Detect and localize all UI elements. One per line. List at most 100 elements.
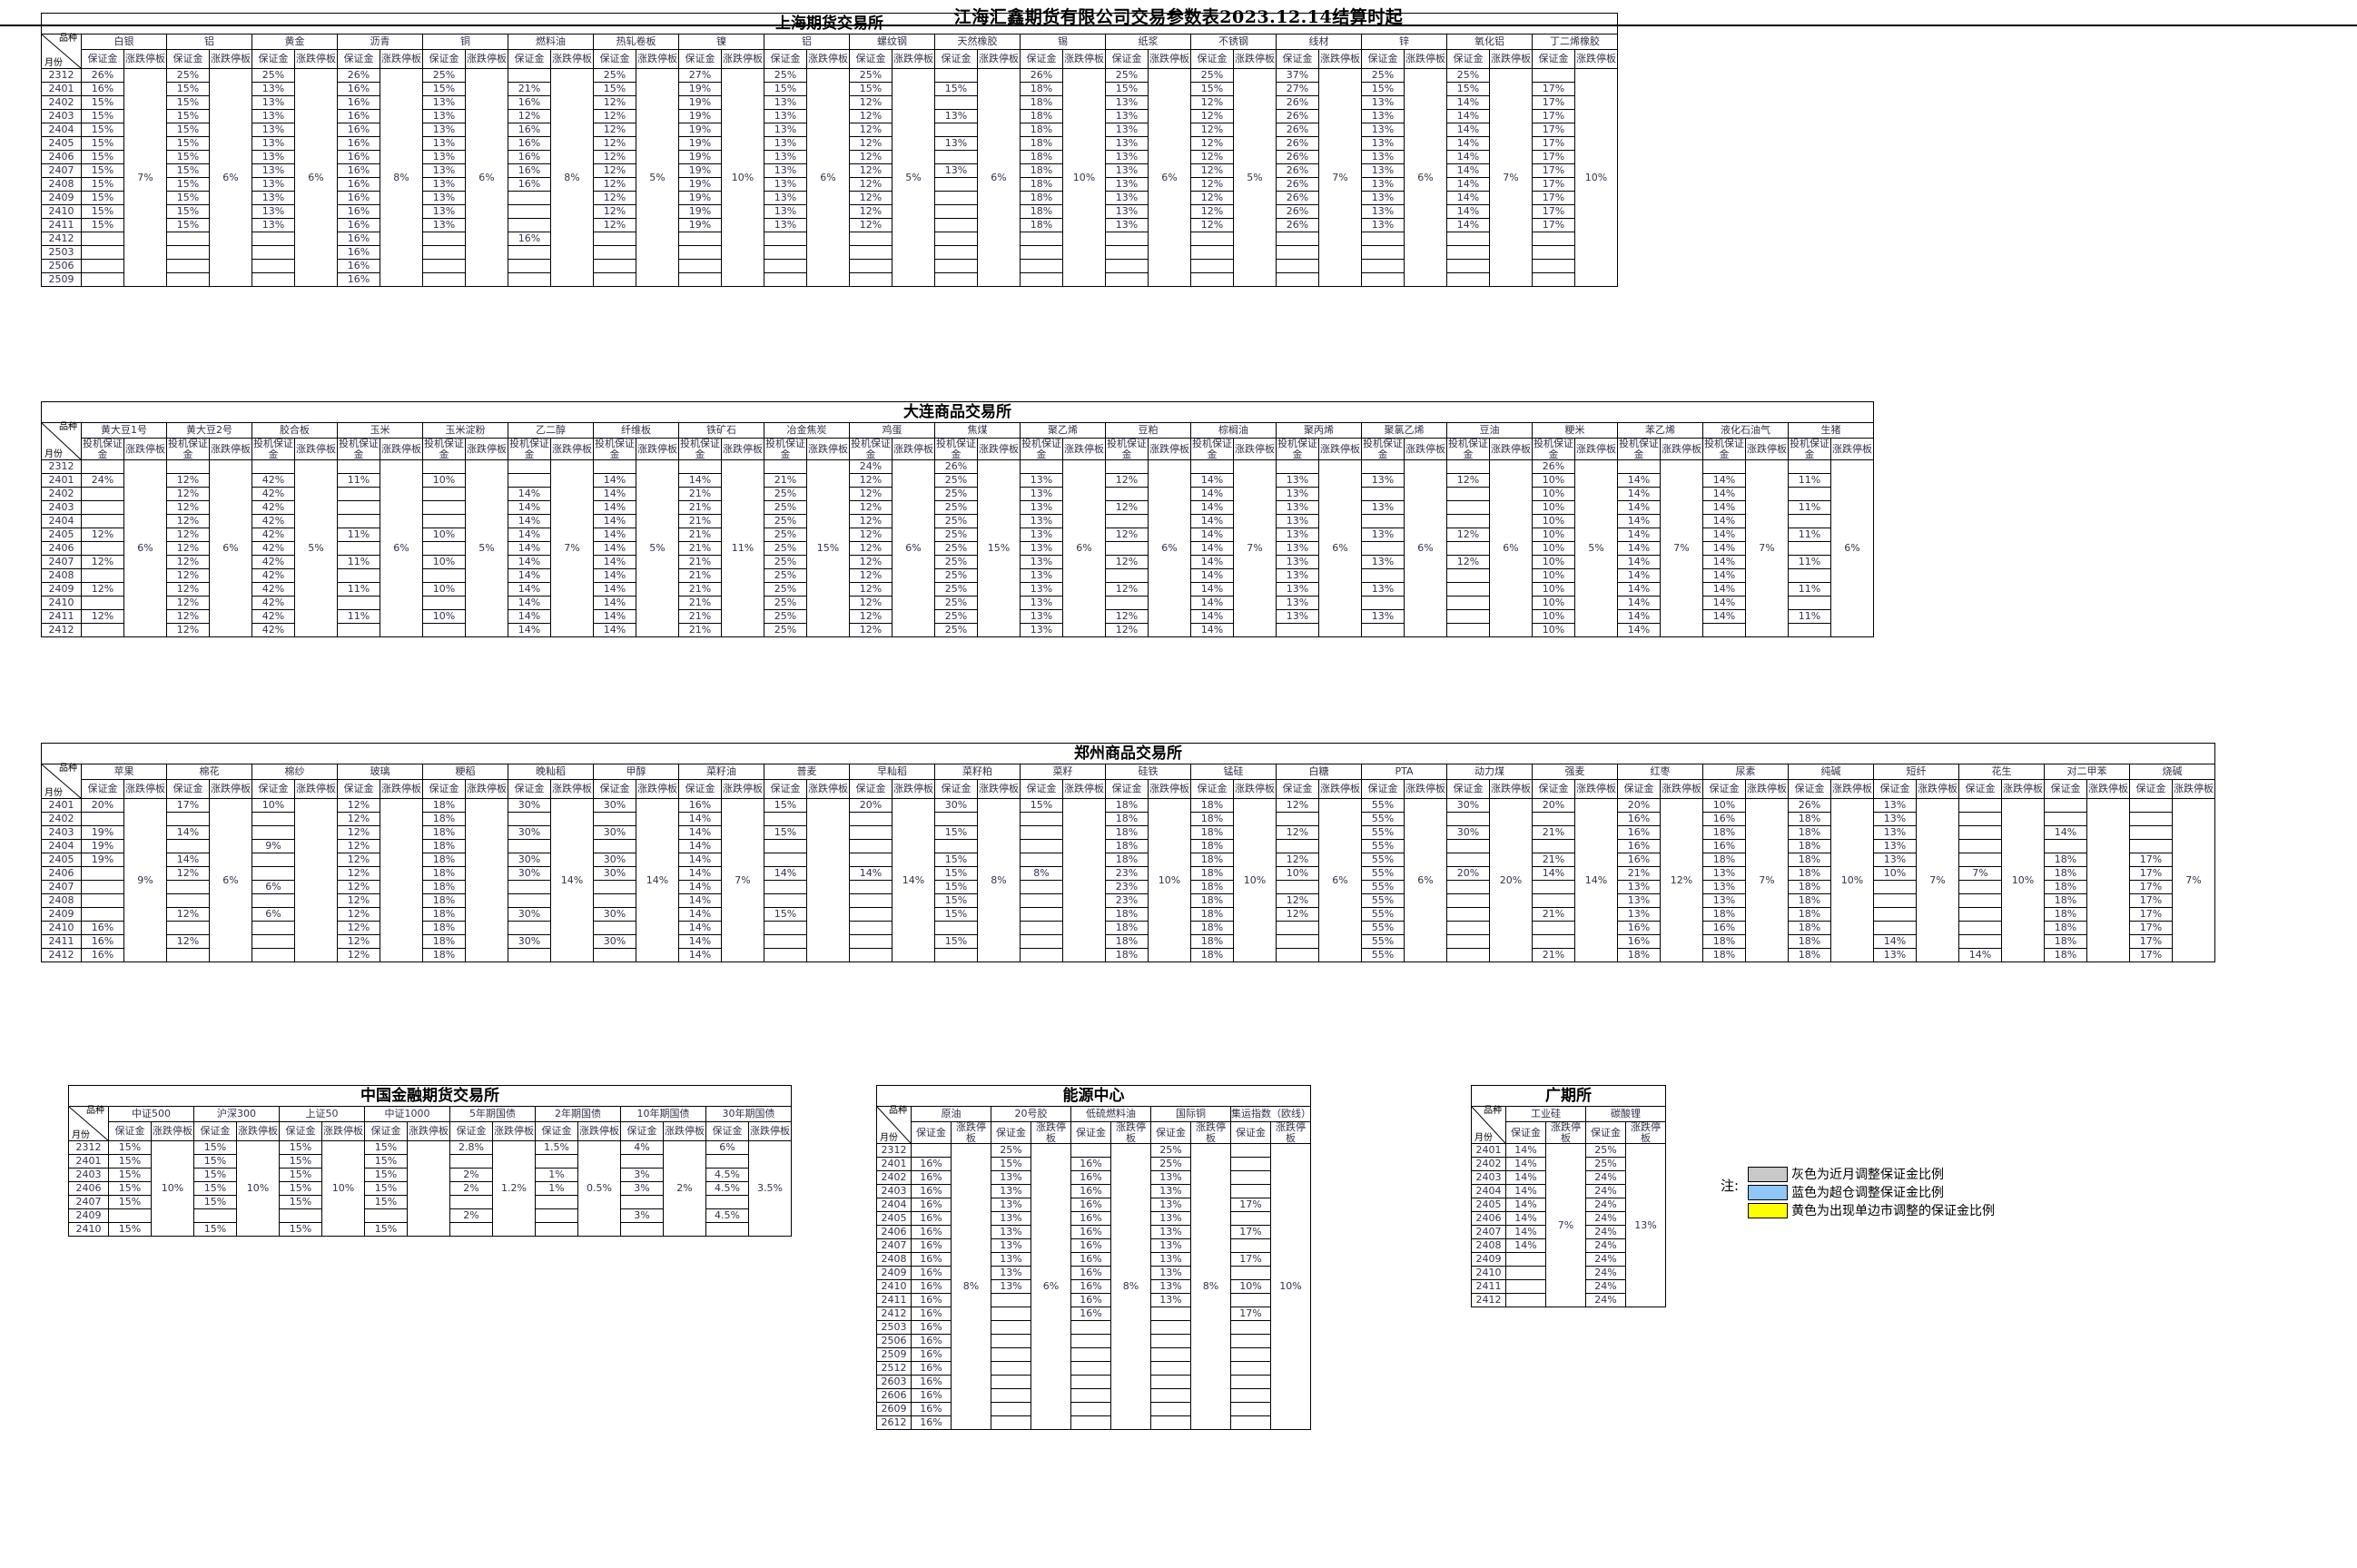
margin-cell: 19% — [678, 177, 722, 192]
month-cell: 2409 — [68, 1208, 109, 1223]
margin-cell: 13% — [422, 109, 466, 123]
margin-cell — [2129, 839, 2173, 853]
margin-cell — [1788, 596, 1831, 611]
limit-subheader: 涨跌停板 — [550, 49, 594, 69]
product-header: 普麦 — [764, 764, 850, 780]
margin-cell: 20% — [1446, 866, 1490, 881]
limit-cell: 7% — [1745, 798, 1789, 962]
limit-cell: 7% — [1233, 459, 1277, 638]
limit-cell: 10% — [1574, 68, 1618, 287]
limit-cell: 6% — [209, 798, 252, 962]
margin-cell: 14% — [1446, 150, 1490, 164]
margin-cell: 25% — [764, 487, 807, 502]
month-cell: 2403 — [68, 1168, 109, 1182]
margin-cell: 1.5% — [535, 1140, 578, 1155]
margin-subheader: 保证金 — [449, 1121, 493, 1141]
month-cell: 2401 — [41, 82, 82, 96]
legend-swatch — [1748, 1184, 1789, 1200]
limit-cell: 7% — [1318, 68, 1362, 287]
section-cffex: 中国金融期货交易所 品种 月份 中证500 沪深300 上证50 中证1000 5年期国债 2… — [68, 1085, 792, 1237]
table-row: 2506 16% — [41, 259, 1618, 273]
margin-cell: 14% — [1190, 487, 1234, 502]
margin-cell — [1020, 839, 1063, 853]
margin-cell: 12% — [1446, 528, 1490, 543]
margin-cell: 18% — [1788, 880, 1831, 894]
margin-cell: 15% — [108, 1195, 152, 1209]
month-cell: 2411 — [876, 1293, 912, 1308]
margin-cell: 13% — [1276, 596, 1319, 611]
margin-cell — [705, 1154, 749, 1169]
margin-cell: 13% — [991, 1266, 1031, 1281]
limit-subheader: 涨跌停板 — [380, 779, 423, 799]
margin-cell: 13% — [1361, 582, 1405, 597]
margin-cell: 25% — [934, 582, 978, 597]
margin-cell: 21% — [678, 568, 722, 584]
margin-cell — [1276, 934, 1319, 949]
margin-subheader: 保证金 — [593, 49, 636, 69]
margin-cell: 30% — [508, 853, 551, 867]
legend-text: 蓝色为超仓调整保证金比例 — [1791, 1186, 1945, 1200]
margin-cell: 16% — [337, 123, 380, 137]
margin-subheader: 保证金 — [1958, 779, 2002, 799]
margin-cell: 13% — [251, 163, 295, 178]
product-header: 镍 — [678, 34, 764, 50]
margin-cell: 14% — [1505, 1184, 1546, 1199]
margin-cell: 17% — [1532, 123, 1575, 137]
margin-cell — [508, 921, 551, 935]
margin-subheader: 保证金 — [1505, 1120, 1546, 1145]
month-cell: 2407 — [68, 1195, 109, 1209]
margin-cell: 15% — [279, 1168, 322, 1182]
limit-subheader: 涨跌停板 — [321, 1121, 365, 1141]
limit-cell: 10% — [2001, 798, 2045, 962]
table-row: 2402 16% 13% 16% 13% — [876, 1170, 1311, 1186]
margin-cell: 14% — [166, 825, 210, 840]
margin-cell: 18% — [1020, 163, 1063, 178]
margin-cell: 30% — [1446, 798, 1490, 813]
margin-cell: 18% — [1105, 798, 1149, 813]
limit-subheader: 涨跌停板 — [294, 779, 338, 799]
margin-cell — [1446, 596, 1490, 611]
margin-cell: 25% — [1361, 68, 1405, 83]
margin-subheader: 投机保证金 — [1702, 437, 1746, 461]
margin-cell: 16% — [911, 1320, 952, 1336]
margin-cell: 42% — [251, 528, 295, 543]
margin-cell: 24% — [1585, 1238, 1626, 1254]
product-header: 聚乙烯 — [1020, 422, 1106, 439]
margin-cell — [593, 893, 636, 908]
margin-cell: 13% — [1276, 568, 1319, 584]
margin-cell: 15% — [108, 1222, 152, 1237]
product-header: 花生 — [1958, 764, 2045, 780]
margin-cell: 14% — [1532, 866, 1575, 881]
margin-cell: 10% — [1532, 541, 1575, 557]
limit-subheader: 涨跌停板 — [1625, 1120, 1666, 1145]
product-header: 红枣 — [1617, 764, 1703, 780]
margin-cell: 16% — [1617, 812, 1661, 826]
limit-cell: 6% — [1489, 459, 1533, 638]
margin-subheader: 保证金 — [1702, 779, 1746, 799]
margin-cell — [1958, 893, 2002, 908]
limit-cell: 5% — [892, 68, 935, 287]
product-header: 10年期国债 — [620, 1106, 706, 1122]
margin-subheader: 保证金 — [1105, 49, 1149, 69]
margin-subheader: 保证金 — [934, 49, 978, 69]
margin-cell: 15% — [1190, 82, 1234, 96]
margin-cell — [81, 259, 124, 273]
margin-cell: 15% — [364, 1154, 408, 1169]
margin-cell: 16% — [1617, 839, 1661, 853]
margin-cell: 13% — [1617, 893, 1661, 908]
legend-text: 黄色为出现单边市调整的保证金比例 — [1791, 1204, 1996, 1218]
margin-cell — [593, 812, 636, 826]
margin-subheader: 保证金 — [1070, 1120, 1111, 1145]
margin-cell — [251, 259, 295, 273]
table-row: 2405 16% 13% 16% 13% — [876, 1211, 1311, 1227]
margin-cell: 14% — [1617, 596, 1661, 611]
margin-cell — [991, 1347, 1031, 1363]
margin-cell: 21% — [678, 528, 722, 543]
margin-cell: 14% — [1702, 596, 1746, 611]
margin-cell: 18% — [1105, 921, 1149, 935]
margin-cell: 17% — [1532, 204, 1575, 219]
corner-month-label: 月份 — [880, 1132, 898, 1143]
margin-cell: 12% — [849, 582, 893, 597]
margin-cell: 13% — [1150, 1238, 1191, 1254]
margin-cell: 14% — [1446, 136, 1490, 151]
